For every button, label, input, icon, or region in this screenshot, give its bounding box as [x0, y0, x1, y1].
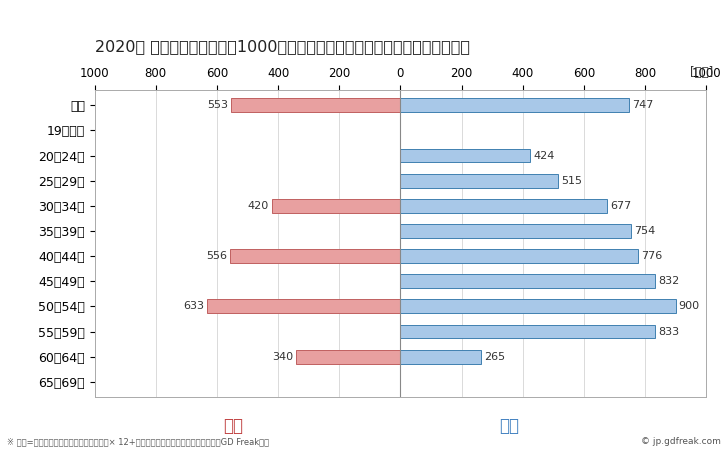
Text: 633: 633: [183, 301, 204, 311]
Text: ※ 年収=「きまって支給する現金給与額」× 12+「年間賞与その他特別給与額」としてGD Freak推計: ※ 年収=「きまって支給する現金給与額」× 12+「年間賞与その他特別給与額」と…: [7, 437, 269, 446]
Text: 556: 556: [206, 251, 227, 261]
Text: 747: 747: [632, 100, 653, 110]
Bar: [207, 299, 400, 313]
Text: 女性: 女性: [223, 417, 243, 435]
Bar: [232, 98, 400, 112]
Text: 男性: 男性: [499, 417, 520, 435]
Bar: [400, 299, 676, 313]
Bar: [400, 249, 638, 263]
Text: 265: 265: [485, 352, 506, 362]
Text: 553: 553: [207, 100, 229, 110]
Text: 754: 754: [634, 226, 655, 236]
Text: 515: 515: [561, 176, 582, 186]
Bar: [400, 98, 629, 112]
Bar: [272, 199, 400, 213]
Text: 340: 340: [272, 352, 293, 362]
Text: 677: 677: [611, 201, 632, 211]
Text: 833: 833: [658, 327, 679, 336]
Text: 900: 900: [678, 301, 700, 311]
Bar: [400, 325, 655, 338]
Text: 424: 424: [533, 151, 555, 161]
Text: © jp.gdfreak.com: © jp.gdfreak.com: [641, 437, 721, 446]
Text: 420: 420: [248, 201, 269, 211]
Bar: [400, 199, 607, 213]
Bar: [400, 174, 558, 188]
Text: 2020年 民間企業（従業者数1000人以上）フルタイム労働者の男女別平均年収: 2020年 民間企業（従業者数1000人以上）フルタイム労働者の男女別平均年収: [95, 39, 470, 54]
Text: 832: 832: [658, 276, 679, 286]
Text: 776: 776: [641, 251, 662, 261]
Text: [万円]: [万円]: [690, 66, 713, 79]
Bar: [400, 274, 654, 288]
Bar: [400, 350, 481, 364]
Bar: [296, 350, 400, 364]
Bar: [400, 149, 530, 162]
Bar: [400, 224, 631, 238]
Bar: [230, 249, 400, 263]
